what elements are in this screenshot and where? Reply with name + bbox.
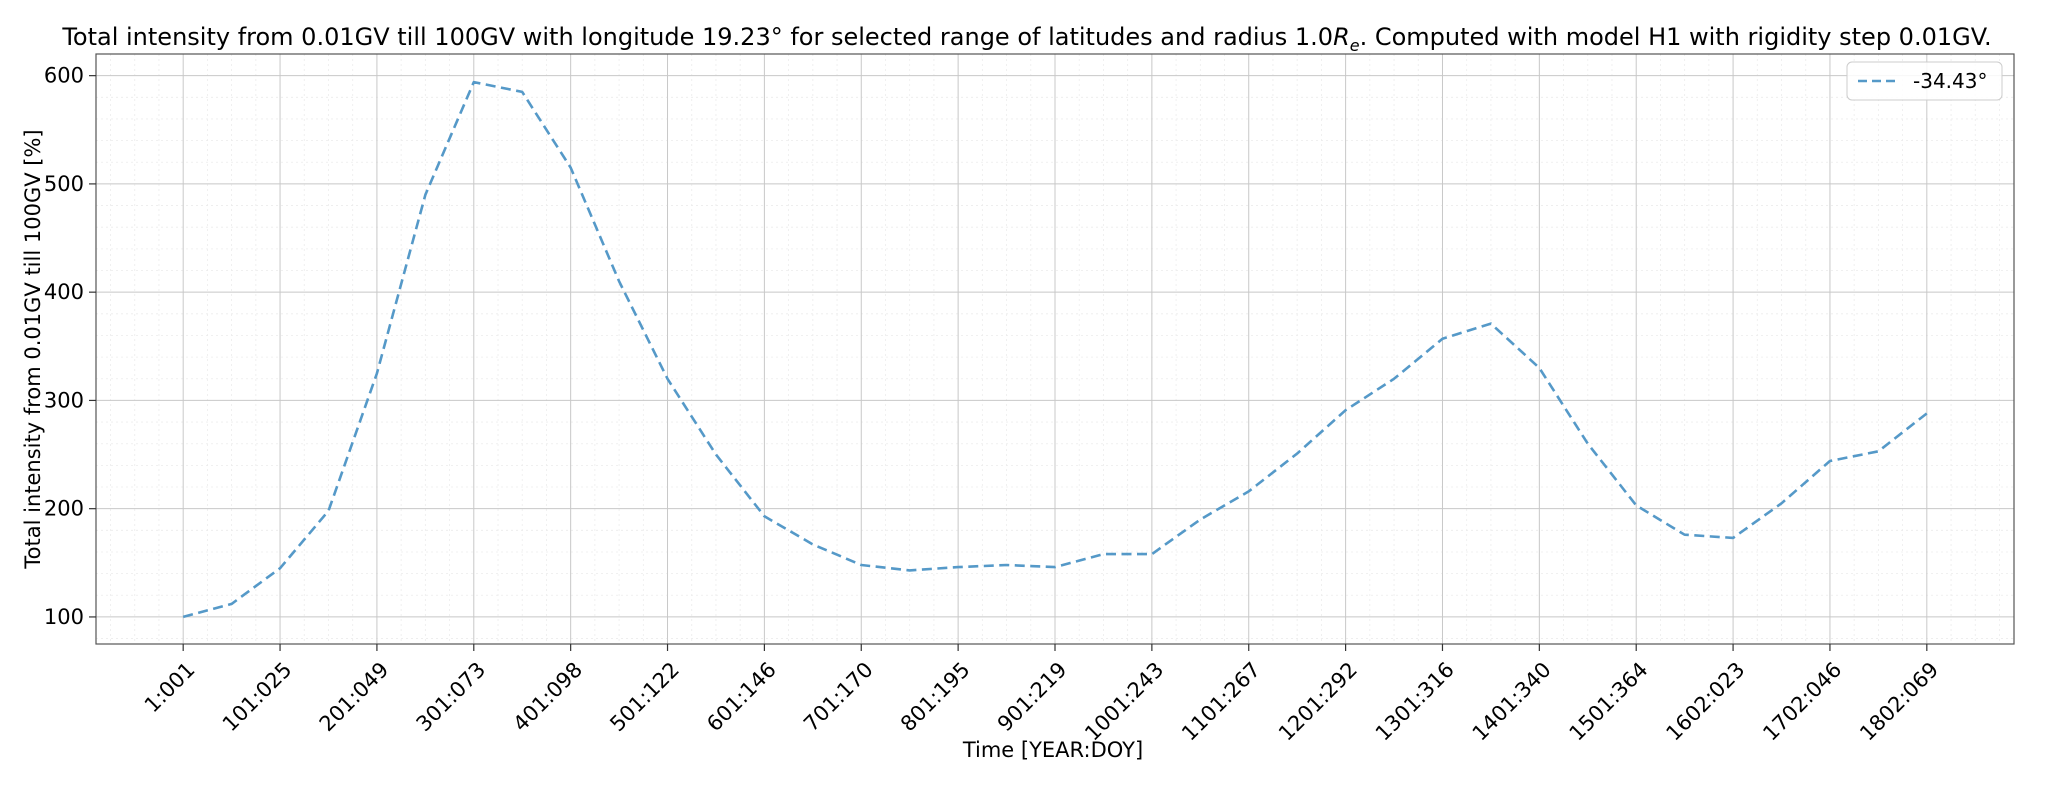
x-axis-ticks: 1:001 101:025 201:049 301:073 401:098 501:122… [140, 644, 1943, 746]
x-tick-label: 301:073 [412, 657, 491, 736]
x-axis-label: Time [YEAR:DOY] [962, 738, 1143, 762]
x-tick-label: 1001:243 [1080, 657, 1168, 745]
x-tick-label: 1802:069 [1855, 657, 1943, 745]
x-tick-label: 101:025 [218, 657, 297, 736]
legend: -34.43° [1846, 61, 2003, 101]
x-tick-label: 1:001 [140, 657, 200, 717]
legend-label: -34.43° [1913, 69, 1987, 93]
y-tick-label: 300 [44, 388, 84, 412]
x-tick-label: 1702:046 [1758, 657, 1846, 745]
x-tick-label: 201:049 [315, 657, 394, 736]
x-tick-label: 801:195 [896, 657, 975, 736]
x-tick-label: 1501:364 [1565, 657, 1653, 745]
y-tick-label: 600 [44, 64, 84, 88]
y-tick-label: 500 [44, 172, 84, 196]
x-tick-label: 1401:340 [1468, 657, 1556, 745]
x-tick-label: 601:146 [702, 657, 781, 736]
x-tick-label: 1201:292 [1274, 657, 1362, 745]
major-grid [96, 54, 2014, 644]
y-axis-ticks: 100 200 300 400 500 600 [44, 64, 96, 629]
y-tick-label: 400 [44, 280, 84, 304]
y-axis-label: Total intensity from 0.01GV till 100GV [… [21, 129, 45, 569]
x-tick-label: 401:098 [508, 657, 587, 736]
legend-box [1846, 61, 2003, 101]
x-tick-label: 901:219 [993, 657, 1072, 736]
x-tick-label: 501:122 [605, 657, 684, 736]
x-tick-label: 1101:267 [1177, 657, 1265, 745]
y-tick-label: 200 [44, 497, 84, 521]
x-tick-label: 701:170 [799, 657, 878, 736]
y-tick-label: 100 [44, 605, 84, 629]
x-tick-label: 1602:023 [1661, 657, 1749, 745]
series-line [182, 80, 1928, 619]
x-tick-label: 1301:316 [1371, 657, 1459, 745]
series-layer [182, 80, 1928, 619]
chart-title: Total intensity from 0.01GV till 100GV w… [61, 23, 1991, 55]
minor-grid [96, 53, 2014, 644]
